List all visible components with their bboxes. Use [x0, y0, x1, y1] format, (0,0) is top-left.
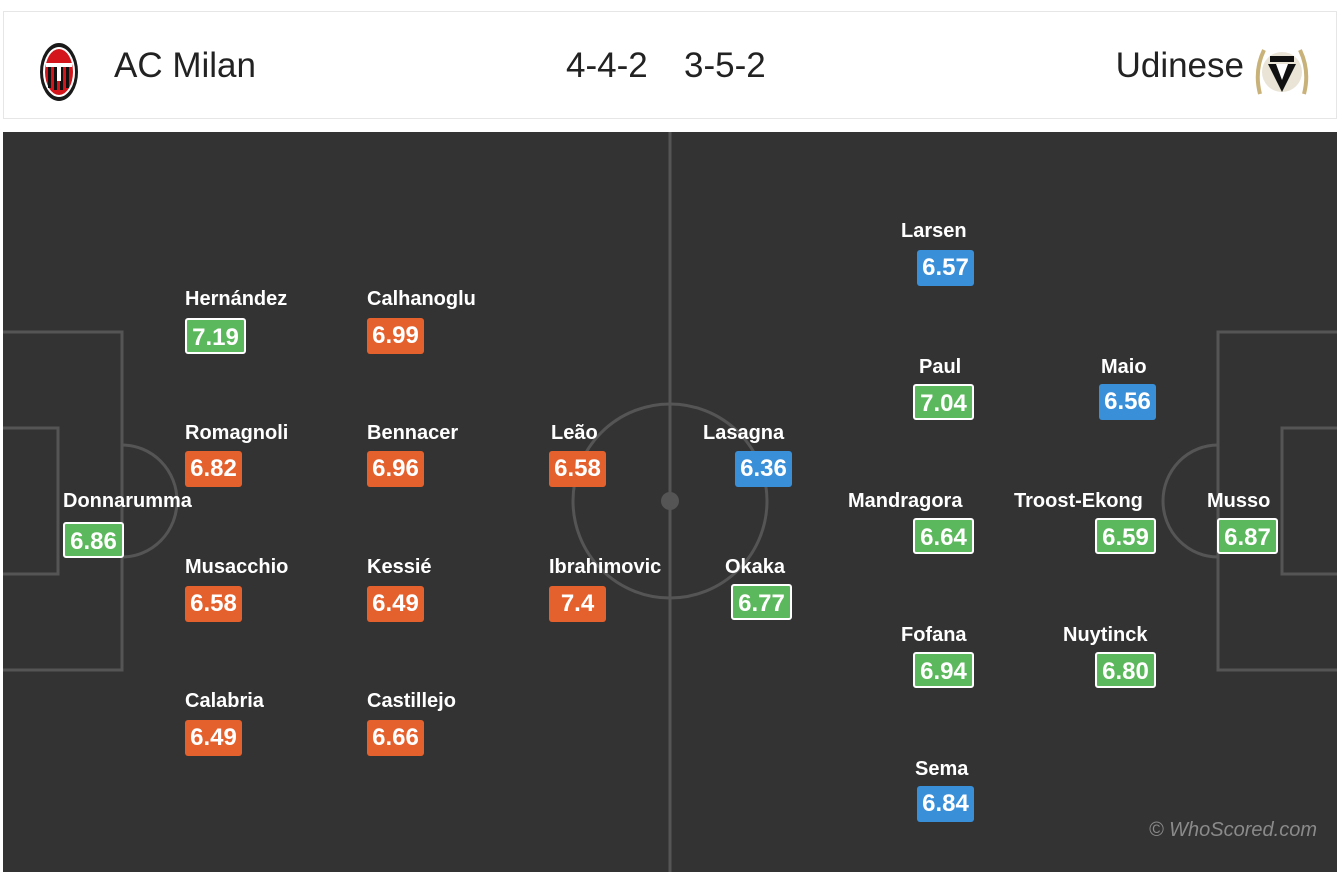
match-header: AC Milan 4-4-2 3-5-2 Udinese [3, 11, 1337, 119]
player-name[interactable]: Paul [919, 356, 962, 378]
player-rating: 6.56 [1099, 384, 1156, 420]
home-formation: 4-4-2 [566, 46, 648, 85]
player-name[interactable]: Mandragora [848, 490, 963, 512]
player-rating: 6.84 [917, 786, 974, 822]
player-rating: 6.66 [367, 720, 424, 756]
player-name[interactable]: Romagnoli [185, 422, 289, 444]
player-rating: 6.94 [913, 652, 974, 688]
player-name[interactable]: Calabria [185, 690, 264, 712]
home-team-name: AC Milan [114, 46, 256, 85]
player-rating: 6.59 [1095, 518, 1156, 554]
player-name[interactable]: Kessié [367, 556, 432, 578]
player-name[interactable]: Sema [915, 758, 969, 780]
player-rating: 6.99 [367, 318, 424, 354]
player-rating: 6.77 [731, 584, 792, 620]
player-name[interactable]: Lasagna [703, 422, 785, 444]
player-rating: 6.49 [185, 720, 242, 756]
player-name[interactable]: Nuytinck [1063, 624, 1148, 646]
player-name[interactable]: Castillejo [367, 690, 456, 712]
away-team-name: Udinese [1115, 46, 1244, 85]
player-rating: 6.82 [185, 451, 242, 487]
player-name[interactable]: Hernández [185, 288, 288, 310]
player-rating: 7.4 [549, 586, 606, 622]
player-rating: 6.58 [185, 586, 242, 622]
player-rating: 6.80 [1095, 652, 1156, 688]
pitch-lines [3, 132, 1337, 872]
player-name[interactable]: Donnarumma [63, 490, 192, 512]
player-rating: 6.49 [367, 586, 424, 622]
player-name[interactable]: Musso [1207, 490, 1271, 512]
player-rating: 6.86 [63, 522, 124, 558]
player-name[interactable]: Leão [551, 422, 598, 444]
player-name[interactable]: Larsen [901, 220, 967, 242]
player-rating: 6.57 [917, 250, 974, 286]
player-name[interactable]: Maio [1101, 356, 1147, 378]
player-rating: 6.87 [1217, 518, 1278, 554]
player-name[interactable]: Calhanoglu [367, 288, 476, 310]
player-rating: 6.58 [549, 451, 606, 487]
player-name[interactable]: Fofana [901, 624, 967, 646]
pitch: Donnarumma 6.86 Hernández 7.19 Romagnoli 6.82… [3, 132, 1337, 872]
player-rating: 6.64 [913, 518, 974, 554]
player-name[interactable]: Bennacer [367, 422, 459, 444]
player-rating: 7.19 [185, 318, 246, 354]
player-rating: 7.04 [913, 384, 974, 420]
watermark: © WhoScored.com [1148, 819, 1317, 841]
player-name[interactable]: Troost-Ekong [1014, 490, 1143, 512]
ac-milan-crest-icon [40, 43, 78, 101]
player-rating: 6.36 [735, 451, 792, 487]
away-formation: 3-5-2 [684, 46, 766, 85]
player-name[interactable]: Musacchio [185, 556, 289, 578]
udinese-crest-icon [1255, 49, 1309, 95]
player-rating: 6.96 [367, 451, 424, 487]
player-name[interactable]: Okaka [725, 556, 786, 578]
player-name[interactable]: Ibrahimovic [549, 556, 662, 578]
